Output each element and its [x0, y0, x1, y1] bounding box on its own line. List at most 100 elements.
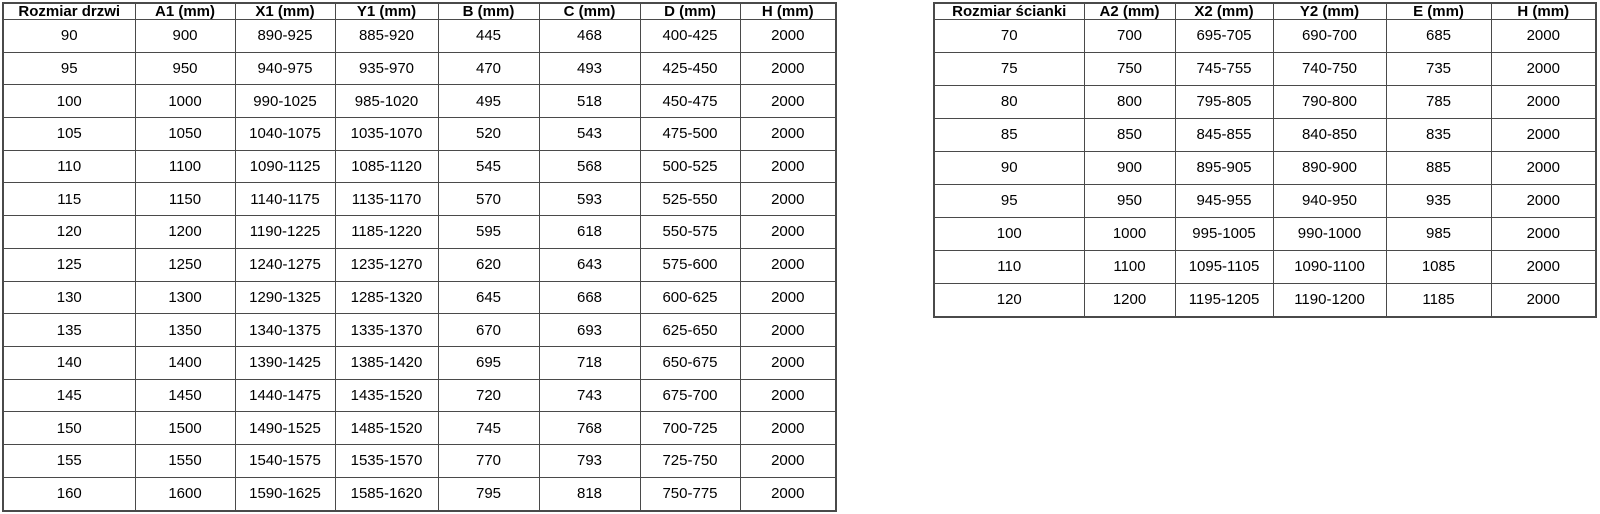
- data-cell: 2000: [739, 149, 837, 184]
- data-cell: 1500: [134, 411, 236, 445]
- data-cell: 695: [437, 345, 540, 380]
- data-cell: 2000: [739, 378, 837, 413]
- table-row: 120 1200 1190-1225 1185-1220 595 618 550-575 20…: [2, 215, 837, 249]
- data-cell: 1540-1575: [234, 443, 336, 478]
- data-cell: 2000: [1490, 19, 1597, 53]
- data-cell: 990-1000: [1272, 216, 1387, 251]
- column-header: X2 (mm): [1174, 2, 1274, 20]
- table-row: 140 1400 1390-1425 1385-1420 695 718 650-675 20…: [2, 345, 837, 380]
- table-row: 75 750 745-755 740-750 735 2000: [933, 51, 1597, 86]
- data-cell: 745-755: [1174, 51, 1274, 86]
- data-cell: 945-955: [1174, 183, 1274, 218]
- data-cell: 575-600: [639, 247, 741, 282]
- data-cell: 145: [2, 378, 136, 413]
- data-cell: 2000: [1490, 249, 1597, 284]
- data-cell: 468: [538, 19, 641, 53]
- data-cell: 1485-1520: [334, 411, 439, 445]
- data-cell: 1040-1075: [234, 117, 336, 151]
- data-cell: 2000: [739, 247, 837, 282]
- data-cell: 885: [1385, 150, 1492, 185]
- column-header: E (mm): [1385, 2, 1492, 20]
- data-cell: 770: [437, 443, 540, 478]
- data-cell: 900: [134, 19, 236, 53]
- data-cell: 795: [437, 476, 540, 512]
- table-row: 130 1300 1290-1325 1285-1320 645 668 600-625 20…: [2, 280, 837, 315]
- header-row: Rozmiar drzwi A1 (mm) X1 (mm) Y1 (mm) B (mm)…: [2, 2, 837, 20]
- door-size-table: Rozmiar drzwi A1 (mm) X1 (mm) Y1 (mm) B (mm)…: [2, 2, 837, 512]
- data-cell: 1090-1125: [234, 149, 336, 184]
- data-cell: 1300: [134, 280, 236, 315]
- data-cell: 1190-1225: [234, 215, 336, 249]
- column-header: Rozmiar drzwi: [2, 2, 136, 20]
- data-cell: 1190-1200: [1272, 282, 1387, 318]
- table-row: 100 1000 995-1005 990-1000 985 2000: [933, 216, 1597, 251]
- data-cell: 95: [933, 183, 1085, 218]
- data-cell: 1200: [134, 215, 236, 249]
- data-cell: 1585-1620: [334, 476, 439, 512]
- data-cell: 543: [538, 117, 641, 151]
- column-header: H (mm): [739, 2, 837, 20]
- data-cell: 1000: [134, 84, 236, 119]
- data-cell: 2000: [739, 280, 837, 315]
- data-cell: 618: [538, 215, 641, 249]
- data-cell: 890-925: [234, 19, 336, 53]
- data-cell: 693: [538, 313, 641, 347]
- data-cell: 2000: [1490, 51, 1597, 86]
- data-cell: 1095-1105: [1174, 249, 1274, 284]
- table-row: 110 1100 1090-1125 1085-1120 545 568 500-525 20…: [2, 149, 837, 184]
- data-cell: 2000: [739, 443, 837, 478]
- data-cell: 130: [2, 280, 136, 315]
- data-cell: 935: [1385, 183, 1492, 218]
- data-cell: 595: [437, 215, 540, 249]
- data-cell: 570: [437, 182, 540, 217]
- data-cell: 1450: [134, 378, 236, 413]
- table-row: 120 1200 1195-1205 1190-1200 1185 2000: [933, 282, 1597, 318]
- data-cell: 720: [437, 378, 540, 413]
- data-cell: 2000: [739, 19, 837, 53]
- data-cell: 500-525: [639, 149, 741, 184]
- data-cell: 1100: [134, 149, 236, 184]
- data-cell: 545: [437, 149, 540, 184]
- data-cell: 120: [933, 282, 1085, 318]
- data-cell: 125: [2, 247, 136, 282]
- data-cell: 2000: [1490, 117, 1597, 152]
- data-cell: 1350: [134, 313, 236, 347]
- data-cell: 445: [437, 19, 540, 53]
- data-cell: 795-805: [1174, 84, 1274, 119]
- data-cell: 1085: [1385, 249, 1492, 284]
- data-cell: 940-950: [1272, 183, 1387, 218]
- data-cell: 950: [1083, 183, 1176, 218]
- data-cell: 620: [437, 247, 540, 282]
- data-cell: 2000: [739, 117, 837, 151]
- column-header: A2 (mm): [1083, 2, 1176, 20]
- data-cell: 1400: [134, 345, 236, 380]
- data-cell: 520: [437, 117, 540, 151]
- data-cell: 2000: [739, 182, 837, 217]
- data-cell: 2000: [739, 411, 837, 445]
- data-cell: 650-675: [639, 345, 741, 380]
- data-cell: 750-775: [639, 476, 741, 512]
- data-cell: 150: [2, 411, 136, 445]
- data-cell: 160: [2, 476, 136, 512]
- data-cell: 743: [538, 378, 641, 413]
- header-row: Rozmiar ścianki A2 (mm) X2 (mm) Y2 (mm) E (m…: [933, 2, 1597, 20]
- data-cell: 995-1005: [1174, 216, 1274, 251]
- data-cell: 793: [538, 443, 641, 478]
- data-cell: 1200: [1083, 282, 1176, 318]
- data-cell: 1335-1370: [334, 313, 439, 347]
- data-cell: 690-700: [1272, 19, 1387, 53]
- data-cell: 900: [1083, 150, 1176, 185]
- table-row: 155 1550 1540-1575 1535-1570 770 793 725-750 20…: [2, 443, 837, 478]
- data-cell: 818: [538, 476, 641, 512]
- data-cell: 718: [538, 345, 641, 380]
- table-row: 90 900 890-925 885-920 445 468 400-425 2000: [2, 19, 837, 53]
- column-header: Y2 (mm): [1272, 2, 1387, 20]
- data-cell: 1390-1425: [234, 345, 336, 380]
- data-cell: 470: [437, 51, 540, 86]
- data-cell: 895-905: [1174, 150, 1274, 185]
- data-cell: 2000: [1490, 183, 1597, 218]
- data-cell: 670: [437, 313, 540, 347]
- table-row: 90 900 895-905 890-900 885 2000: [933, 150, 1597, 185]
- table-row: 70 700 695-705 690-700 685 2000: [933, 19, 1597, 53]
- data-cell: 1195-1205: [1174, 282, 1274, 318]
